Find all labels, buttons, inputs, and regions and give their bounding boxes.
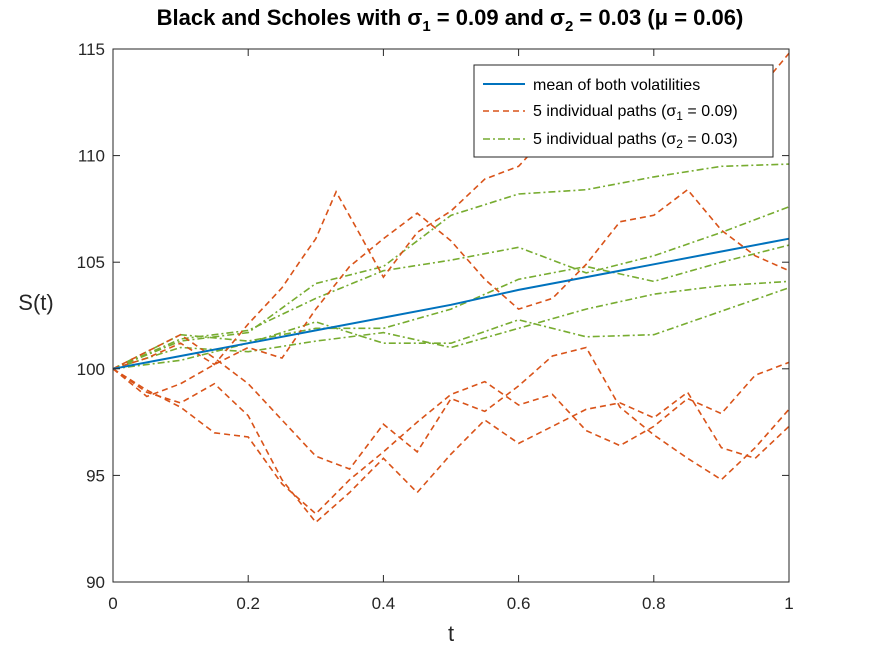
title-sub2: 2 bbox=[565, 18, 573, 35]
high-vol-path-3 bbox=[112, 361, 790, 515]
legend-high-sub: 1 bbox=[676, 109, 683, 123]
chart-title: Black and Scholes with σ1 = 0.09 and σ2 … bbox=[157, 5, 744, 35]
y-tick-label: 115 bbox=[78, 40, 105, 59]
y-axis-label: S(t) bbox=[18, 290, 53, 315]
y-tick-label: 90 bbox=[86, 573, 105, 592]
low-vol-path-1 bbox=[112, 163, 790, 370]
y-tick-label: 95 bbox=[86, 466, 105, 485]
legend-high-prefix: 5 individual paths (σ bbox=[533, 103, 676, 120]
high-vol-path-5 bbox=[112, 368, 790, 524]
legend-low-sub: 2 bbox=[676, 137, 683, 151]
x-tick-label: 0.2 bbox=[236, 594, 260, 613]
x-tick-label: 0.4 bbox=[372, 594, 396, 613]
mean-path bbox=[112, 237, 790, 370]
y-tick-label: 110 bbox=[78, 147, 105, 166]
y-tick-label: 105 bbox=[77, 253, 105, 272]
high-vol-path-4 bbox=[112, 333, 790, 481]
x-tick-label: 0.6 bbox=[507, 594, 531, 613]
x-tick-label: 0.8 bbox=[642, 594, 666, 613]
title-suffix: = 0.03 (μ = 0.06) bbox=[573, 5, 743, 30]
legend: mean of both volatilities 5 individual p… bbox=[473, 64, 774, 158]
legend-label-mean: mean of both volatilities bbox=[533, 77, 700, 94]
legend-label-high: 5 individual paths (σ1 = 0.09) bbox=[533, 103, 738, 123]
legend-high-suffix: = 0.09) bbox=[683, 103, 738, 120]
y-tick-label: 100 bbox=[77, 360, 105, 379]
legend-low-prefix: 5 individual paths (σ bbox=[533, 131, 676, 148]
legend-label-low: 5 individual paths (σ2 = 0.03) bbox=[533, 131, 738, 151]
title-sub1: 1 bbox=[422, 18, 430, 35]
ticks-layer: 0 0.2 0.4 0.6 0.8 1 90 95 100 105 110 115 bbox=[77, 40, 794, 613]
x-tick-label: 0 bbox=[108, 594, 117, 613]
title-prefix: Black and Scholes with σ bbox=[157, 5, 423, 30]
legend-low-suffix: = 0.03) bbox=[683, 131, 738, 148]
x-axis-label: t bbox=[448, 621, 454, 646]
low-vol-path-5 bbox=[112, 287, 790, 370]
low-vol-path-3 bbox=[112, 244, 790, 370]
axes-box bbox=[112, 48, 790, 583]
x-tick-label: 1 bbox=[784, 594, 793, 613]
title-mid: = 0.09 and σ bbox=[431, 5, 565, 30]
high-vol-path-2 bbox=[112, 188, 790, 398]
